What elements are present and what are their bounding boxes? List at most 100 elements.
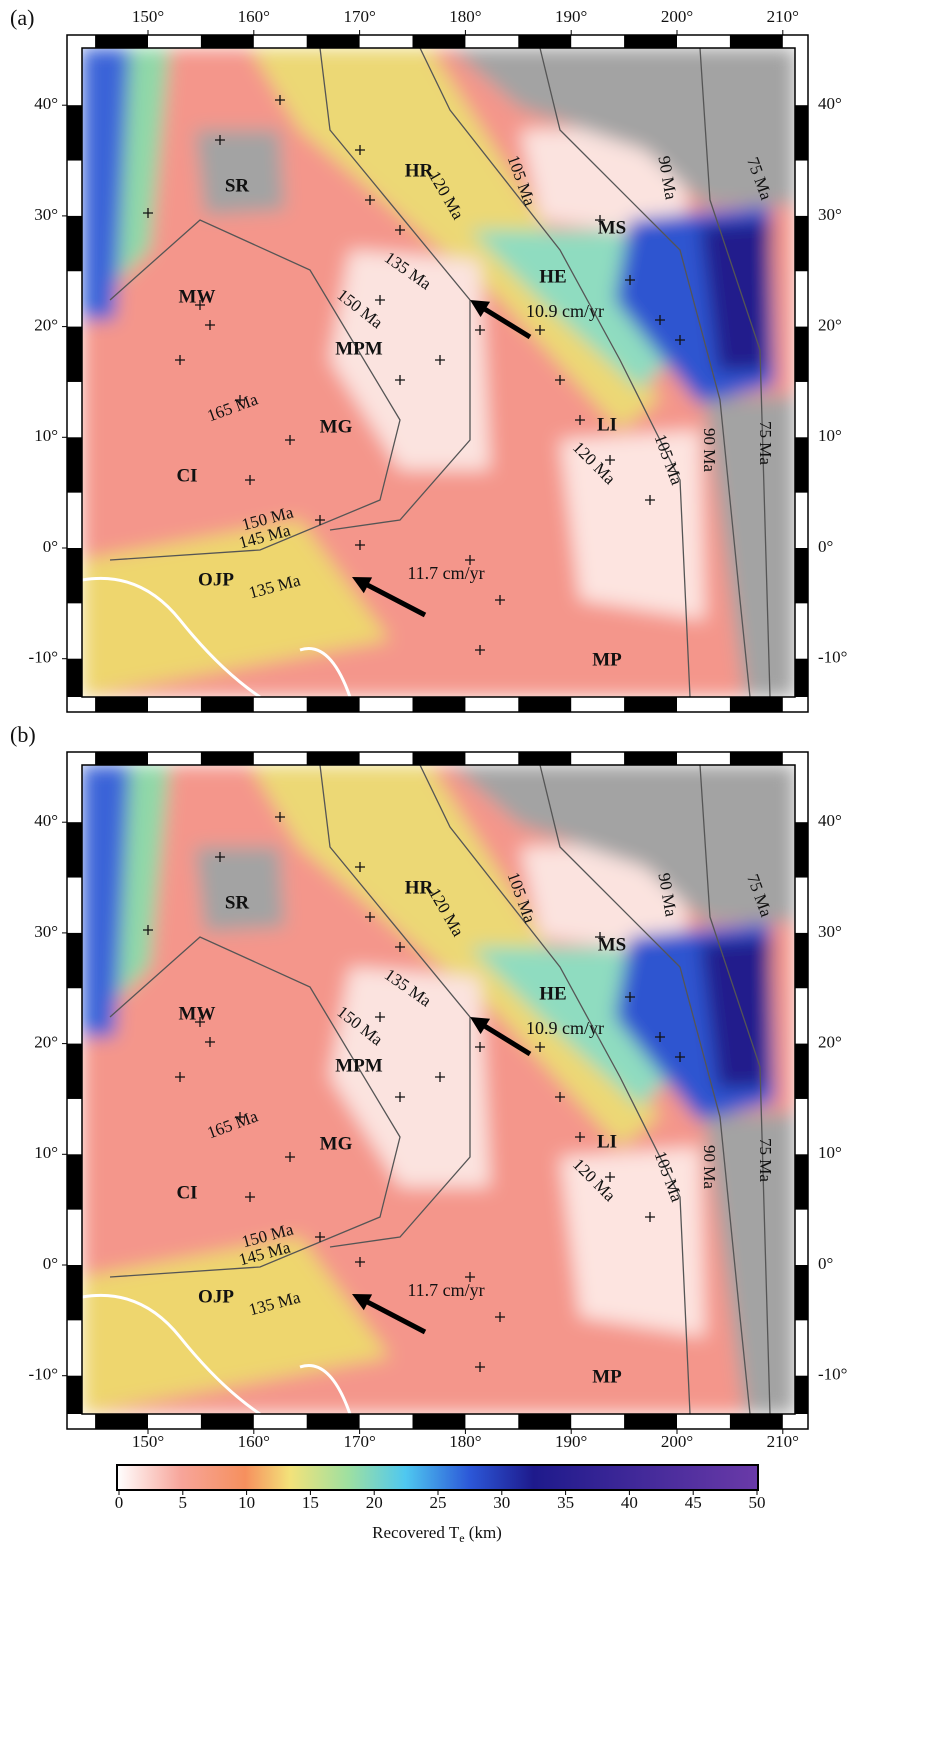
frame-band (729, 752, 783, 765)
frame-band (200, 1414, 254, 1429)
colorbar-subscript: e (459, 1531, 464, 1545)
isochron-label: 75 Ma (756, 421, 775, 465)
seamount-marker (645, 1212, 655, 1222)
map-panel: (b) 150° 160° 170° 180° 190° 200° 210° 40° 40° 30°… (10, 722, 847, 1451)
frame-band (795, 326, 808, 382)
lat-tick-label: 10° (34, 426, 58, 445)
seamount-marker (355, 540, 365, 550)
seamount-marker (365, 912, 375, 922)
lat-tick-label: 30° (34, 922, 58, 941)
colorbar-tick-label: 15 (302, 1493, 319, 1512)
frame-band (306, 697, 360, 712)
frame-band (795, 1043, 808, 1099)
seamount-marker (655, 315, 665, 325)
frame-band (200, 35, 254, 48)
isochron-label: 75 Ma (756, 1138, 775, 1182)
panel-label: (b) (10, 722, 36, 747)
colorbar-tick-label: 30 (493, 1493, 510, 1512)
seamount-marker (465, 555, 475, 565)
region-label: MPM (335, 338, 383, 359)
frame-band (624, 1414, 677, 1429)
seamount-marker (495, 1312, 505, 1322)
lat-tick-label: 40° (34, 811, 58, 830)
seamount-marker (245, 475, 255, 485)
region-label: MW (179, 1003, 216, 1024)
seamount-marker (315, 515, 325, 525)
lon-tick-label: 170° (343, 1432, 375, 1451)
te-patch (560, 430, 705, 620)
frame-band (200, 752, 254, 765)
region-label: SR (225, 892, 250, 913)
seamount-marker (535, 1042, 545, 1052)
frame-band (795, 215, 808, 272)
seamount-marker (625, 992, 635, 1002)
plate-motion-arrowhead (352, 577, 373, 594)
te-field (82, 48, 795, 697)
seamount-marker (315, 1232, 325, 1242)
frame-band (795, 658, 808, 697)
isochron-line (109, 219, 401, 561)
lat-tick-label: 20° (34, 1033, 58, 1052)
isochron-line (319, 48, 471, 531)
seamount-marker (475, 325, 485, 335)
colorbar-symbol: T (449, 1523, 460, 1542)
region-label: CI (176, 465, 197, 486)
frame-band (795, 1154, 808, 1210)
lat-tick-label: 30° (818, 205, 842, 224)
frame-band (67, 1265, 82, 1321)
lat-tick-label: 10° (818, 1143, 842, 1162)
isochron-line (109, 936, 401, 1278)
frame-band (67, 658, 82, 697)
seamount-marker (355, 1257, 365, 1267)
te-patch (82, 520, 390, 697)
lat-tick-label: -10° (818, 648, 847, 667)
te-patch (82, 1237, 390, 1414)
lon-tick-label: 150° (132, 7, 164, 26)
lon-tick-label: 170° (343, 7, 375, 26)
velocity-label: 10.9 cm/yr (526, 1018, 604, 1038)
seamount-marker (435, 1072, 445, 1082)
seamount-marker (375, 1012, 385, 1022)
isochron-line (419, 48, 691, 697)
frame-band (306, 752, 360, 765)
colorbar-tick-label: 10 (238, 1493, 255, 1512)
colorbar-tick-label: 5 (179, 1493, 188, 1512)
lat-tick-label: 40° (818, 94, 842, 113)
seamount-marker (245, 1192, 255, 1202)
frame-band (795, 105, 808, 161)
seamount-marker (235, 1112, 245, 1122)
colorbar-tick-label: 45 (685, 1493, 702, 1512)
colorbar-tick-label: 35 (557, 1493, 574, 1512)
coastline (82, 576, 352, 697)
plate-motion-arrow (480, 1022, 532, 1057)
frame-band (412, 1414, 466, 1429)
region-label: MP (592, 649, 622, 670)
frame-band (795, 822, 808, 878)
lat-tick-label: 40° (34, 94, 58, 113)
seamount-marker (395, 1092, 405, 1102)
lat-tick-label: 0° (43, 537, 58, 556)
lat-tick-label: 20° (818, 1033, 842, 1052)
te-patch (450, 48, 795, 205)
seamount-marker (195, 300, 205, 310)
region-label: MS (598, 217, 627, 238)
frame-band (795, 437, 808, 493)
region-label: MP (592, 1366, 622, 1387)
region-label: HE (539, 266, 566, 287)
lon-tick-label: 200° (661, 7, 693, 26)
lon-tick-label: 210° (767, 1432, 799, 1451)
isochron-line (539, 765, 751, 1414)
lon-tick-label: 210° (767, 7, 799, 26)
frame-band (518, 1414, 572, 1429)
panel-label: (a) (10, 5, 34, 30)
seamount-marker (175, 1072, 185, 1082)
colorbar-tick-label: 0 (115, 1493, 124, 1512)
seamount-marker (495, 595, 505, 605)
colorbar-ramp (116, 1464, 759, 1491)
seamount-marker (195, 1017, 205, 1027)
isochron-line (699, 48, 771, 697)
frame-band (200, 697, 254, 712)
region-label: OJP (198, 569, 234, 590)
frame-band (95, 1414, 148, 1429)
colorbar-tick-label: 25 (430, 1493, 447, 1512)
